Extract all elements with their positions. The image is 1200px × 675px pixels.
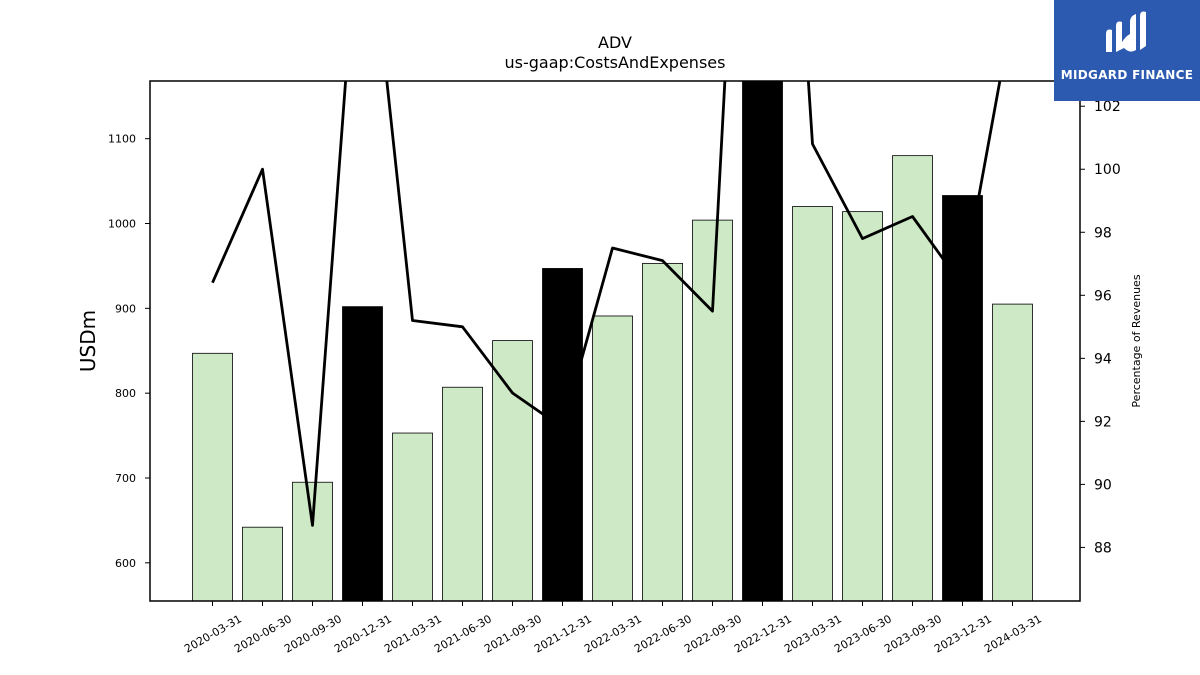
bar-2020-06-30 [242, 526, 283, 601]
bar-2021-03-31 [392, 432, 433, 601]
logo-text: MIDGARD FINANCE [1060, 68, 1194, 82]
bar-2022-03-31 [592, 315, 633, 601]
plot-frame [149, 80, 1081, 602]
y-left-tick-label: 600 [115, 557, 136, 570]
bar-2023-09-30 [892, 155, 933, 601]
y-right-tick-label: 92 [1094, 414, 1112, 430]
y-axis-left: 600 700 800 900 1000 1100 [108, 133, 150, 570]
midgard-logo-icon [1106, 11, 1146, 52]
bar-2021-06-30 [442, 386, 483, 601]
bars-group [192, 81, 1033, 601]
bar-2023-12-31 [942, 195, 983, 601]
y-left-tick-label: 1000 [108, 218, 136, 231]
y-left-tick-label: 900 [115, 302, 136, 315]
y-axis-right-label: Percentage of Revenues [1130, 274, 1143, 407]
bar-2020-12-31 [342, 306, 383, 601]
bar-2023-03-31 [792, 206, 833, 601]
percentage-line [211, 81, 1002, 527]
bar-2022-06-30 [642, 262, 683, 601]
y-right-tick-label: 90 [1094, 477, 1112, 493]
midgard-finance-logo: MIDGARD FINANCE [1054, 0, 1200, 101]
y-axis-right: 88 90 92 94 96 98 100 102 [1080, 99, 1121, 556]
x-axis: 2020-03-312020-06-302020-09-302020-12-31… [182, 601, 1044, 656]
y-right-tick-label: 88 [1094, 540, 1112, 556]
bar-2023-06-30 [842, 211, 883, 601]
chart-title: ADV [598, 33, 632, 52]
y-left-tick-label: 700 [115, 472, 136, 485]
bar-2020-09-30 [292, 481, 333, 601]
y-left-tick-label: 800 [115, 387, 136, 400]
y-right-tick-label: 100 [1094, 162, 1121, 178]
y-right-tick-label: 94 [1094, 351, 1112, 367]
bar-2024-03-31 [992, 303, 1033, 601]
chart-subtitle: us-gaap:CostsAndExpenses [505, 53, 726, 72]
y-right-tick-label: 102 [1094, 99, 1121, 115]
bar-2021-09-30 [492, 340, 533, 601]
y-right-tick-label: 98 [1094, 225, 1112, 241]
percentage-line-group [211, 81, 1002, 527]
bar-2020-03-31 [192, 352, 233, 601]
bar-2021-12-31 [542, 268, 583, 601]
x-tick-label: 2024-03-31 [982, 612, 1044, 655]
bar-2022-12-31 [742, 81, 783, 601]
y-left-tick-label: 1100 [108, 133, 136, 146]
y-axis-left-label: USDm [76, 310, 100, 372]
y-right-tick-label: 96 [1094, 288, 1112, 304]
bar-2022-09-30 [692, 219, 733, 601]
